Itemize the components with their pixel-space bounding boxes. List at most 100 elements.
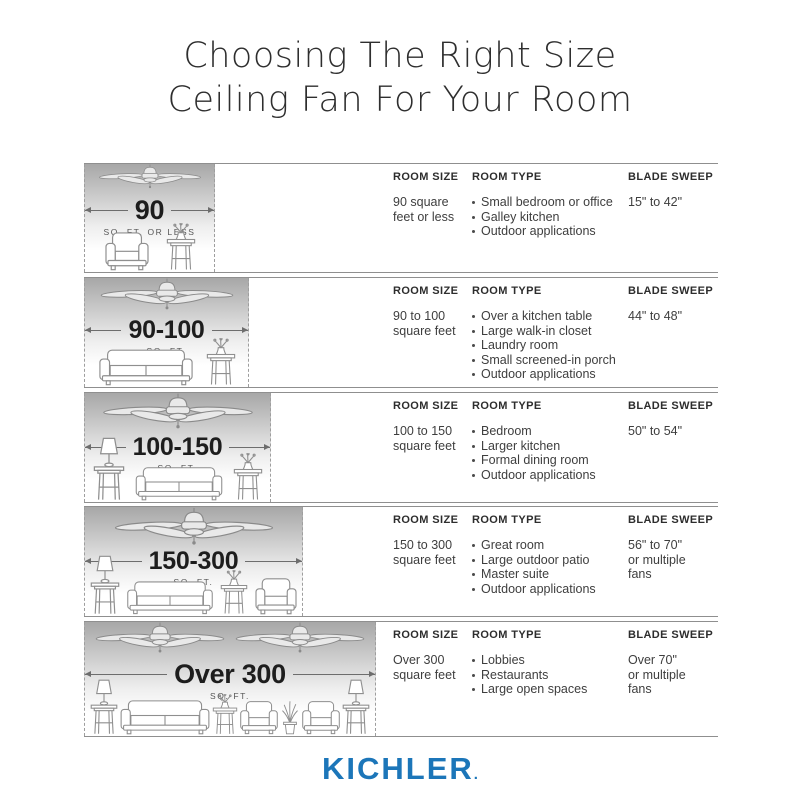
room-size-value: 90 square feet or less (393, 195, 455, 224)
page-title-line-2: Ceiling Fan For Your Room (167, 80, 633, 120)
column-header-room-type: ROOM TYPE (472, 629, 542, 641)
bullet-dot (472, 688, 475, 692)
room-illustration: 90 SQ. FT. OR LESS (84, 164, 215, 272)
dimension-label: Over 300 (174, 659, 286, 689)
arrow-right (245, 558, 302, 565)
sofa-icon (119, 696, 211, 735)
column-header-room-size: ROOM SIZE (393, 400, 459, 412)
bullet-dot (472, 544, 475, 547)
sofa-icon (98, 345, 194, 386)
armchair-icon (254, 575, 298, 615)
room-size-value: 150 to 300 square feet (393, 538, 456, 567)
arrow-right (171, 207, 214, 214)
room-type-item: Great room (472, 538, 632, 553)
room-size-value: Over 300 square feet (393, 653, 456, 682)
arrow-right (292, 671, 375, 678)
bullet-dot (472, 373, 475, 377)
room-type-item: Large open spaces (472, 682, 632, 697)
room-illustration: 150-300 SQ. FT. (84, 507, 303, 616)
bullet-dot (472, 230, 475, 234)
dimension-label: 90-100 (128, 316, 205, 344)
ceiling-fan-icon (235, 622, 365, 660)
ceiling-fan-icon (98, 164, 202, 194)
column-header-room-size: ROOM SIZE (393, 285, 459, 297)
blade-sweep-value: 44" to 48" (628, 309, 683, 323)
side-table-icon (166, 223, 196, 271)
column-header-room-size: ROOM SIZE (393, 629, 459, 641)
side-table-icon (206, 338, 236, 386)
column-header-blade-sweep: BLADE SWEEP (628, 171, 714, 183)
column-header-room-size: ROOM SIZE (393, 171, 459, 183)
dimension-arrow: 90 (85, 195, 214, 226)
dimension-arrow: Over 300 (85, 659, 375, 690)
column-header-blade-sweep: BLADE SWEEP (628, 285, 714, 297)
arrow-right (229, 444, 270, 451)
size-row-90-100: 90-100 SQ. FT. ROOM SIZE ROOM TYPE BLADE… (84, 277, 718, 388)
furniture-row (85, 338, 248, 386)
room-type-item: Larger kitchen (472, 439, 632, 454)
bullet-dot (472, 573, 475, 577)
room-type-item: Master suite (472, 567, 632, 582)
column-header-room-type: ROOM TYPE (472, 285, 542, 297)
sofa-icon (134, 463, 224, 501)
fan-row (85, 278, 248, 317)
furniture-row (85, 223, 214, 271)
bullet-dot (472, 201, 475, 204)
fan-row (85, 164, 214, 194)
size-row-150-300: 150-300 SQ. FT. ROOM SIZE ROOM TYPE BLAD… (84, 506, 718, 617)
column-header-room-type: ROOM TYPE (472, 171, 542, 183)
bullet-dot (472, 430, 475, 433)
room-type-item: Bedroom (472, 424, 632, 439)
column-header-room-type: ROOM TYPE (472, 400, 542, 412)
arrow-left (85, 558, 142, 565)
ceiling-fan-icon (102, 393, 254, 437)
bullet-dot (472, 659, 475, 662)
room-type-item: Restaurants (472, 668, 632, 683)
room-type-item: Laundry room (472, 338, 632, 353)
dimension-arrow: 90-100 (85, 316, 248, 345)
blade-sweep-value: Over 70" or multiple fans (628, 653, 686, 697)
dimension-arrow: 150-300 (85, 547, 302, 576)
bullet-dot (472, 473, 475, 477)
table-lamp-icon (90, 555, 120, 615)
brand-logo: KICHLER. (0, 751, 800, 787)
arrow-left (85, 327, 122, 334)
room-type-item: Large outdoor patio (472, 553, 632, 568)
bullet-dot (472, 358, 475, 362)
room-type-item: Outdoor applications (472, 582, 632, 597)
room-illustration: 90-100 SQ. FT. (84, 278, 249, 387)
room-type-item: Large walk-in closet (472, 324, 632, 339)
room-type-item: Outdoor applications (472, 224, 632, 239)
dimension-label: 150-300 (148, 547, 239, 575)
arrow-left (85, 207, 128, 214)
table-lamp-icon (342, 679, 370, 735)
column-header-room-size: ROOM SIZE (393, 514, 459, 526)
page-title: Choosing The Right Size Ceiling Fan For … (0, 34, 800, 122)
column-header-room-type: ROOM TYPE (472, 514, 542, 526)
side-table-icon (212, 694, 238, 735)
room-type-item: Lobbies (472, 653, 632, 668)
room-type-list: Over a kitchen table Large walk-in close… (472, 309, 632, 382)
side-table-icon (220, 570, 248, 615)
table-lamp-icon (93, 437, 125, 501)
page-title-line-1: Choosing The Right Size (183, 36, 617, 76)
column-header-blade-sweep: BLADE SWEEP (628, 400, 714, 412)
room-type-item: Over a kitchen table (472, 309, 632, 324)
room-illustration: 100-150 SQ. FT. (84, 393, 271, 502)
room-type-item: Outdoor applications (472, 367, 632, 382)
armchair-icon (301, 698, 341, 735)
armchair-icon (239, 698, 279, 735)
size-row-90: 90 SQ. FT. OR LESS ROOM SIZE ROOM TYPE B… (84, 163, 718, 273)
bullet-dot (472, 444, 475, 448)
column-header-blade-sweep: BLADE SWEEP (628, 629, 714, 641)
size-row-over-300: Over 300 SQ. FT. ROOM SIZE ROOM TYPE BLA… (84, 621, 718, 737)
bullet-dot (472, 587, 475, 591)
furniture-row (85, 437, 270, 501)
bullet-dot (472, 315, 475, 318)
room-type-list: Great room Large outdoor patio Master su… (472, 538, 632, 596)
ceiling-fan-icon (95, 622, 225, 660)
room-type-item: Outdoor applications (472, 468, 632, 483)
bullet-dot (472, 459, 475, 463)
table-lamp-icon (90, 679, 118, 735)
